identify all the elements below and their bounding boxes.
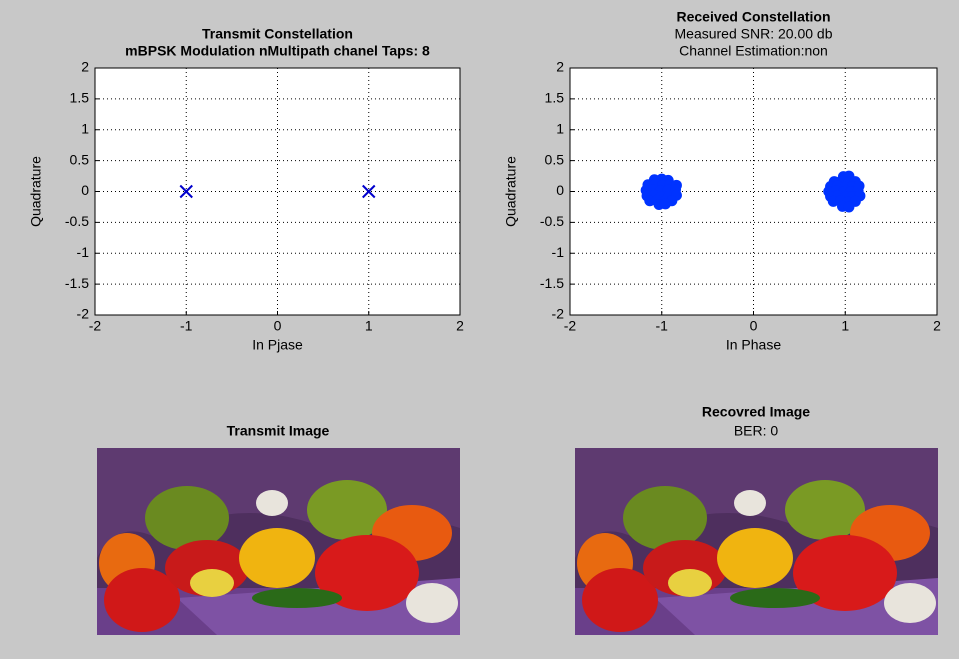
y-axis-label: Quadrature: [28, 156, 44, 227]
y-tick-label: -2: [552, 306, 565, 322]
transmit-image: [97, 448, 460, 635]
x-tick-label: 1: [841, 318, 849, 334]
x-tick-label: -1: [180, 318, 193, 334]
y-tick-label: -0.5: [65, 213, 89, 229]
y-tick-label: 1.5: [545, 90, 565, 106]
x-tick-label: 2: [456, 318, 464, 334]
y-tick-label: -1.5: [65, 275, 89, 291]
chart-title: Received Constellation: [676, 9, 830, 25]
plot-area: [95, 68, 460, 315]
chart-title: Transmit Constellation: [202, 26, 353, 42]
point: [660, 198, 671, 209]
x-axis-label: In Phase: [726, 337, 781, 353]
page: Transmit Image Recovred Image BER: 0 -2-…: [0, 0, 959, 659]
chart-subtitle: Channel Estimation:non: [679, 43, 828, 59]
y-tick-label: 2: [81, 59, 89, 75]
x-tick-label: 0: [750, 318, 758, 334]
y-axis-label: Quadrature: [503, 156, 519, 227]
image-title: Transmit Image: [227, 423, 330, 439]
y-tick-label: 0: [556, 182, 564, 198]
y-tick-label: 1: [81, 120, 89, 136]
chart-subtitle: mBPSK Modulation nMultipath chanel Taps:…: [125, 43, 430, 59]
y-tick-label: 2: [556, 59, 564, 75]
image-subtitle: BER: 0: [734, 423, 779, 439]
image-title: Recovred Image: [702, 404, 810, 420]
point: [843, 201, 854, 212]
chart-subtitle: Measured SNR: 20.00 db: [675, 26, 833, 42]
y-tick-label: -2: [77, 306, 90, 322]
y-tick-label: -0.5: [540, 213, 564, 229]
y-tick-label: 0.5: [70, 151, 90, 167]
x-tick-label: -2: [89, 318, 102, 334]
y-tick-label: 0.5: [545, 151, 565, 167]
x-tick-label: 1: [365, 318, 373, 334]
plot-area: [570, 68, 937, 315]
x-tick-label: 0: [274, 318, 282, 334]
y-tick-label: 1.5: [70, 90, 90, 106]
x-axis-label: In Pjase: [252, 337, 303, 353]
x-tick-label: 2: [933, 318, 941, 334]
x-tick-label: -2: [564, 318, 577, 334]
x-tick-label: -1: [656, 318, 669, 334]
recovered-image: [575, 448, 938, 635]
y-tick-label: 1: [556, 120, 564, 136]
y-tick-label: -1: [552, 244, 565, 260]
y-tick-label: 0: [81, 182, 89, 198]
y-tick-label: -1: [77, 244, 90, 260]
y-tick-label: -1.5: [540, 275, 564, 291]
figure: Transmit Image Recovred Image BER: 0 -2-…: [0, 0, 959, 654]
